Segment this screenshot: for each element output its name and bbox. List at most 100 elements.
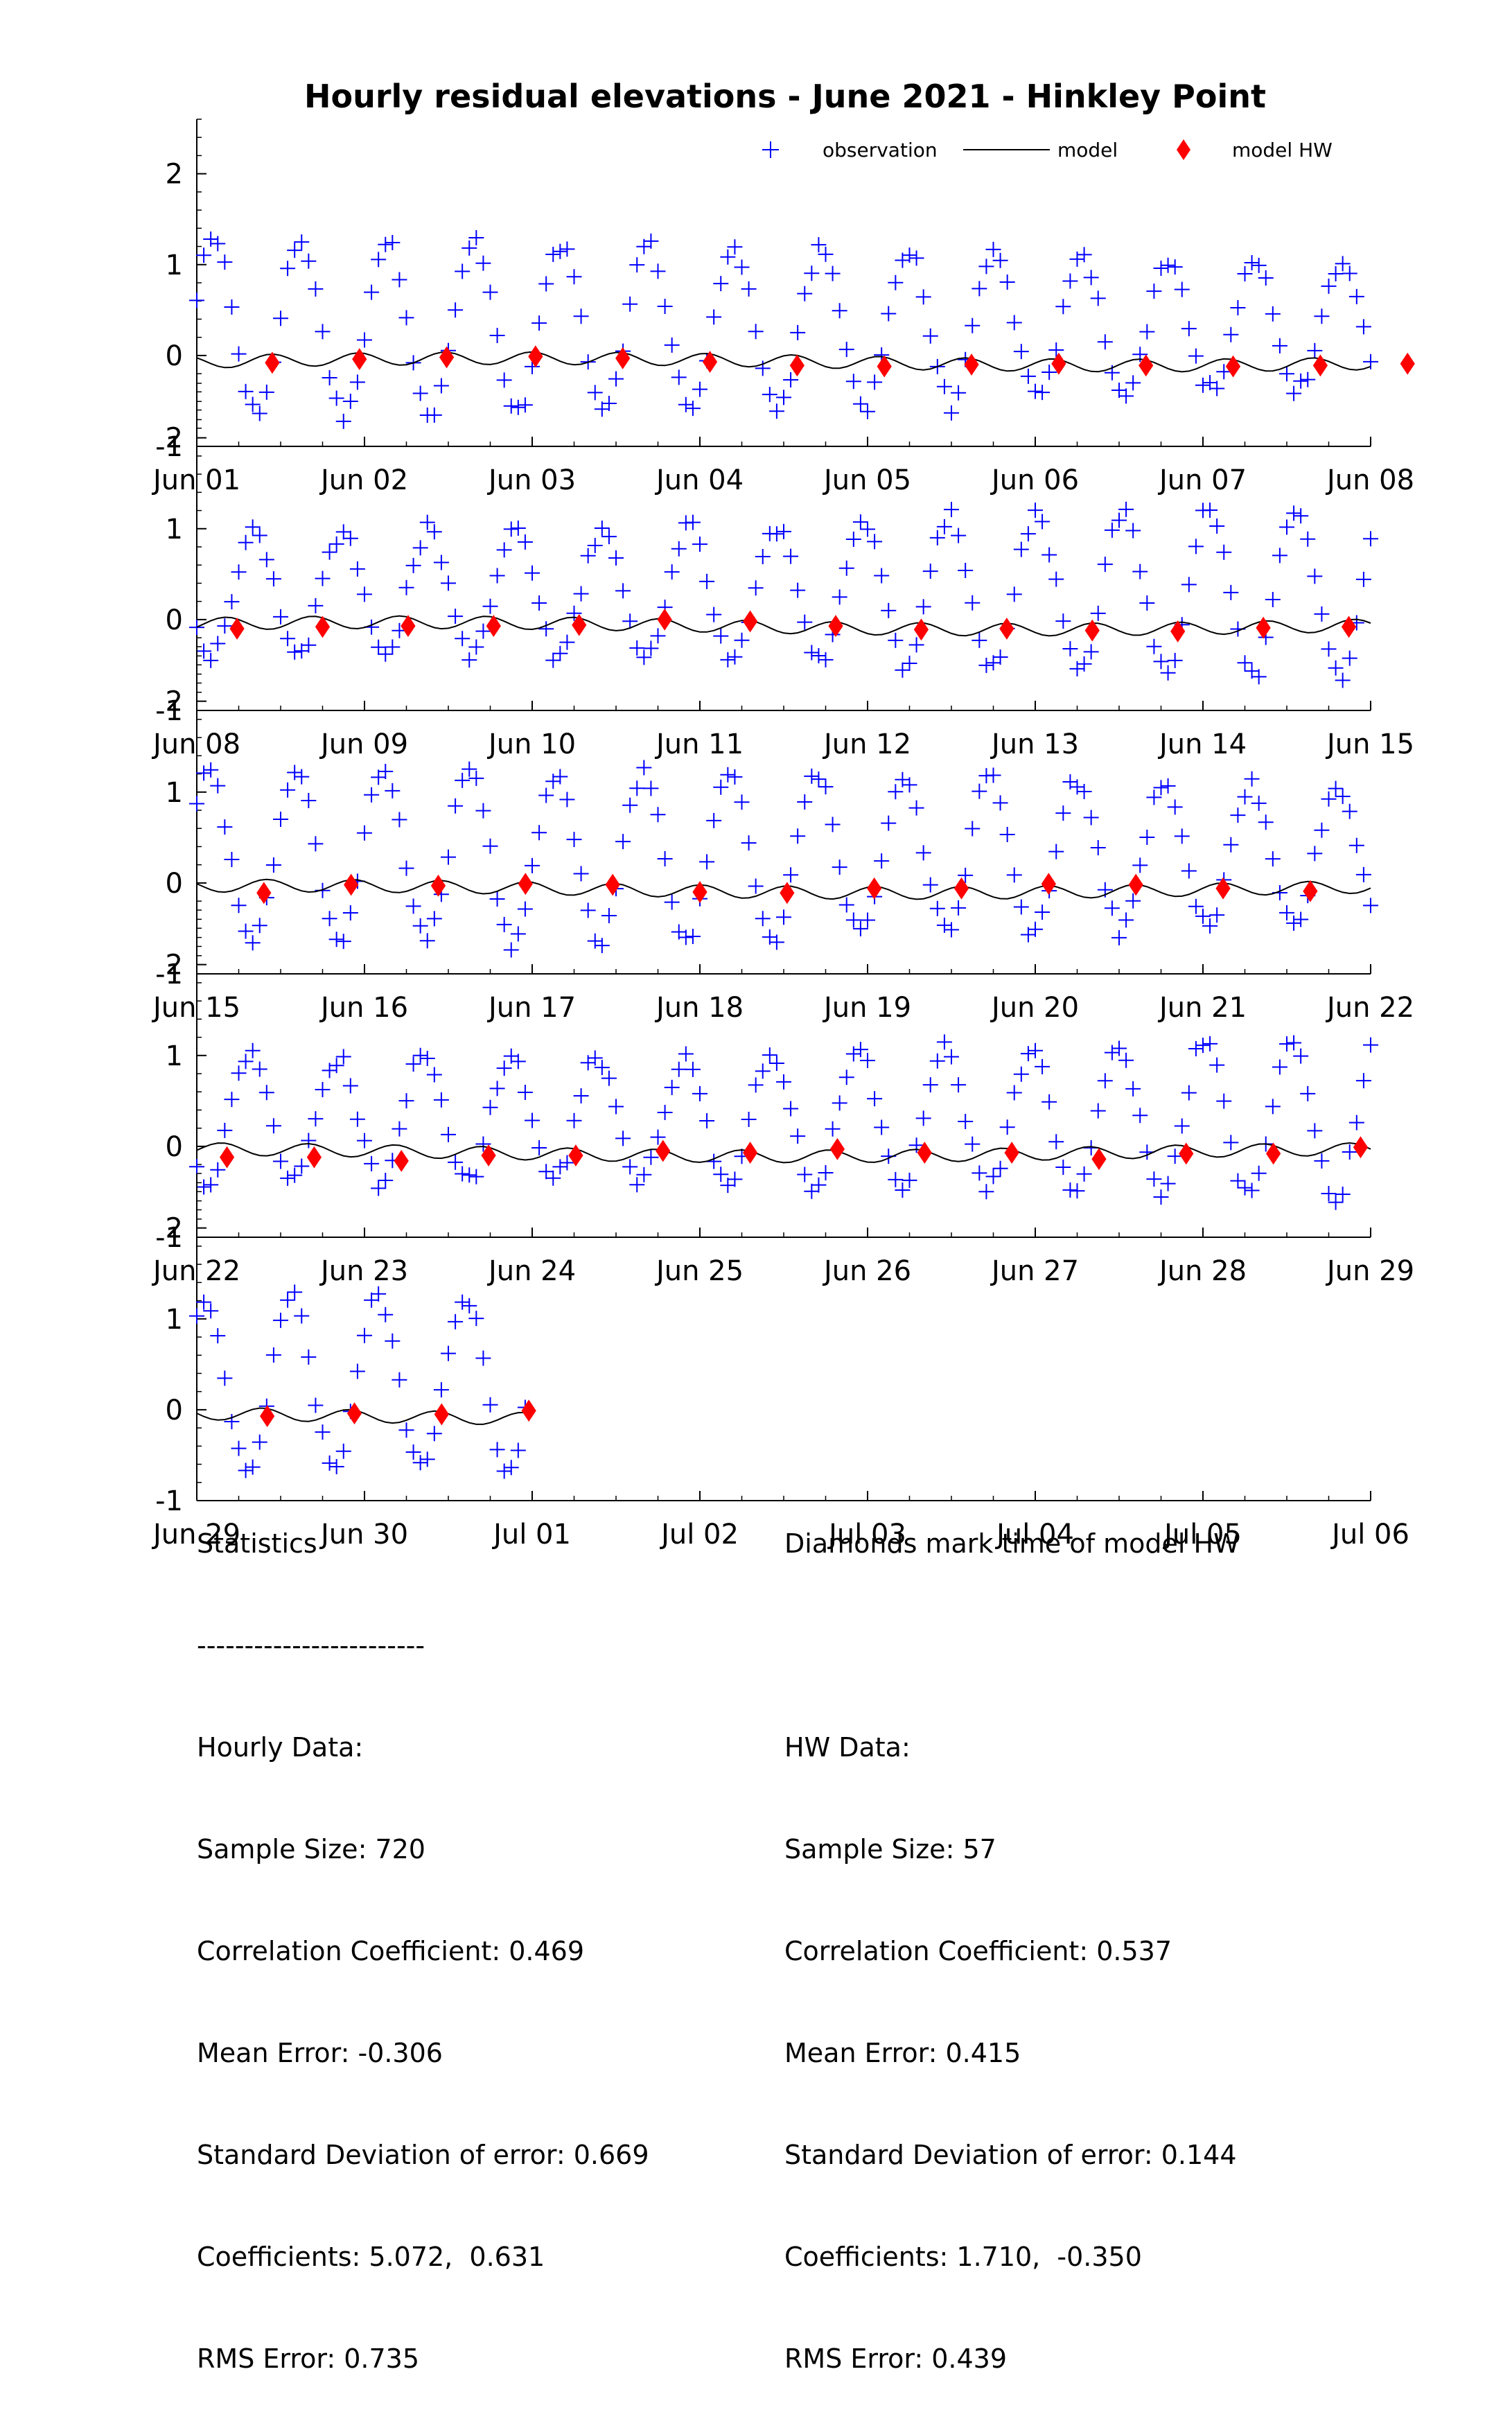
observation-point	[468, 1169, 484, 1185]
observation-point	[461, 240, 477, 256]
observation-point	[1272, 338, 1287, 353]
observation-point	[1195, 377, 1211, 393]
model-hw-marker	[572, 613, 587, 636]
observation-point	[1279, 1036, 1294, 1052]
observation-point	[1321, 278, 1337, 294]
hourly-section-label: Hourly Data:	[197, 1732, 364, 1763]
x-tick-label: Jun 22	[1325, 992, 1414, 1024]
observation-point	[1314, 822, 1330, 838]
observation-point	[1118, 912, 1134, 928]
observation-point	[224, 299, 240, 315]
hw-section-label: HW Data:	[784, 1732, 911, 1763]
observation-point	[203, 231, 219, 247]
observation-point	[510, 1054, 526, 1069]
observation-point	[1146, 789, 1162, 805]
observation-point	[951, 900, 967, 916]
observation-point	[1251, 257, 1267, 273]
observation-point	[1328, 266, 1344, 282]
model-hw-marker	[439, 346, 455, 369]
observation-point	[489, 327, 505, 343]
observation-point	[790, 582, 806, 598]
observation-point	[273, 1312, 288, 1328]
observation-point	[441, 1345, 456, 1361]
observation-point	[496, 542, 512, 558]
observation-point	[818, 1165, 834, 1181]
observation-point	[587, 385, 603, 401]
x-tick-label: Jul 02	[659, 1519, 739, 1551]
model-hw-marker	[430, 874, 446, 897]
legend-observation-marker	[762, 141, 779, 158]
observation-point	[238, 1462, 254, 1478]
observation-point	[405, 1056, 421, 1072]
observation-point	[531, 825, 547, 841]
observation-point	[601, 907, 617, 923]
observation-point	[915, 1110, 931, 1126]
observation-point	[1035, 514, 1051, 530]
observation-point	[895, 1182, 911, 1198]
x-tick-label: Jun 11	[654, 728, 744, 760]
observation-point	[280, 631, 296, 647]
observation-point	[908, 1137, 924, 1153]
observation-point	[1293, 1048, 1309, 1064]
observation-point	[622, 296, 638, 312]
observation-point	[1083, 270, 1099, 286]
observation-point	[587, 538, 603, 554]
observation-point	[357, 332, 372, 348]
legend-model-label: model	[1057, 139, 1118, 161]
observation-point	[783, 548, 799, 564]
observation-point	[503, 398, 519, 414]
observation-point	[1006, 867, 1022, 883]
observation-point	[1300, 531, 1316, 547]
observation-point	[768, 934, 784, 950]
observation-point	[475, 1136, 491, 1152]
observation-point	[203, 1303, 219, 1319]
observation-point	[1153, 1189, 1169, 1205]
observation-point	[252, 918, 267, 934]
x-tick-label: Jun 07	[1157, 464, 1247, 496]
observation-point	[601, 1070, 617, 1086]
observation-point	[852, 1042, 868, 1058]
observation-point	[1293, 911, 1309, 927]
observation-point	[371, 1286, 387, 1302]
observation-point	[860, 521, 875, 537]
observation-point	[1118, 1052, 1134, 1068]
observation-point	[838, 897, 854, 913]
observation-point	[1153, 654, 1169, 670]
observation-point	[992, 795, 1008, 811]
observation-point	[825, 265, 841, 281]
observation-point	[629, 640, 645, 656]
model-hw-marker	[1312, 354, 1328, 377]
observation-point	[1286, 505, 1302, 521]
observation-point	[818, 246, 834, 262]
observation-point	[1055, 805, 1071, 821]
observation-point	[1258, 814, 1274, 830]
observation-point	[852, 920, 868, 936]
observation-point	[888, 1171, 904, 1187]
observation-point	[587, 933, 603, 949]
model-hw-marker	[352, 348, 367, 371]
model-hw-marker	[1341, 615, 1357, 638]
model-hw-marker	[219, 1146, 235, 1169]
observation-point	[978, 1184, 994, 1200]
observation-point	[1146, 283, 1162, 299]
model-hw-marker	[917, 1142, 932, 1164]
x-tick-label: Jul 01	[491, 1519, 571, 1551]
x-tick-label: Jun 06	[990, 464, 1079, 496]
observation-point	[252, 527, 267, 543]
observation-point	[1328, 1194, 1344, 1210]
observation-point	[783, 1101, 799, 1117]
observation-point	[1335, 256, 1351, 272]
observation-point	[972, 783, 987, 799]
observation-point	[217, 618, 233, 634]
observation-point	[776, 909, 791, 925]
observation-point	[468, 770, 484, 786]
x-tick-label: Jun 01	[151, 464, 240, 496]
observation-point	[510, 520, 526, 536]
observation-point	[349, 1111, 365, 1127]
model-hw-marker	[1051, 352, 1066, 375]
observation-point	[594, 1060, 610, 1076]
observation-point	[601, 395, 617, 411]
observation-point	[650, 1129, 666, 1145]
observation-point	[196, 643, 212, 659]
observation-point	[412, 918, 428, 934]
